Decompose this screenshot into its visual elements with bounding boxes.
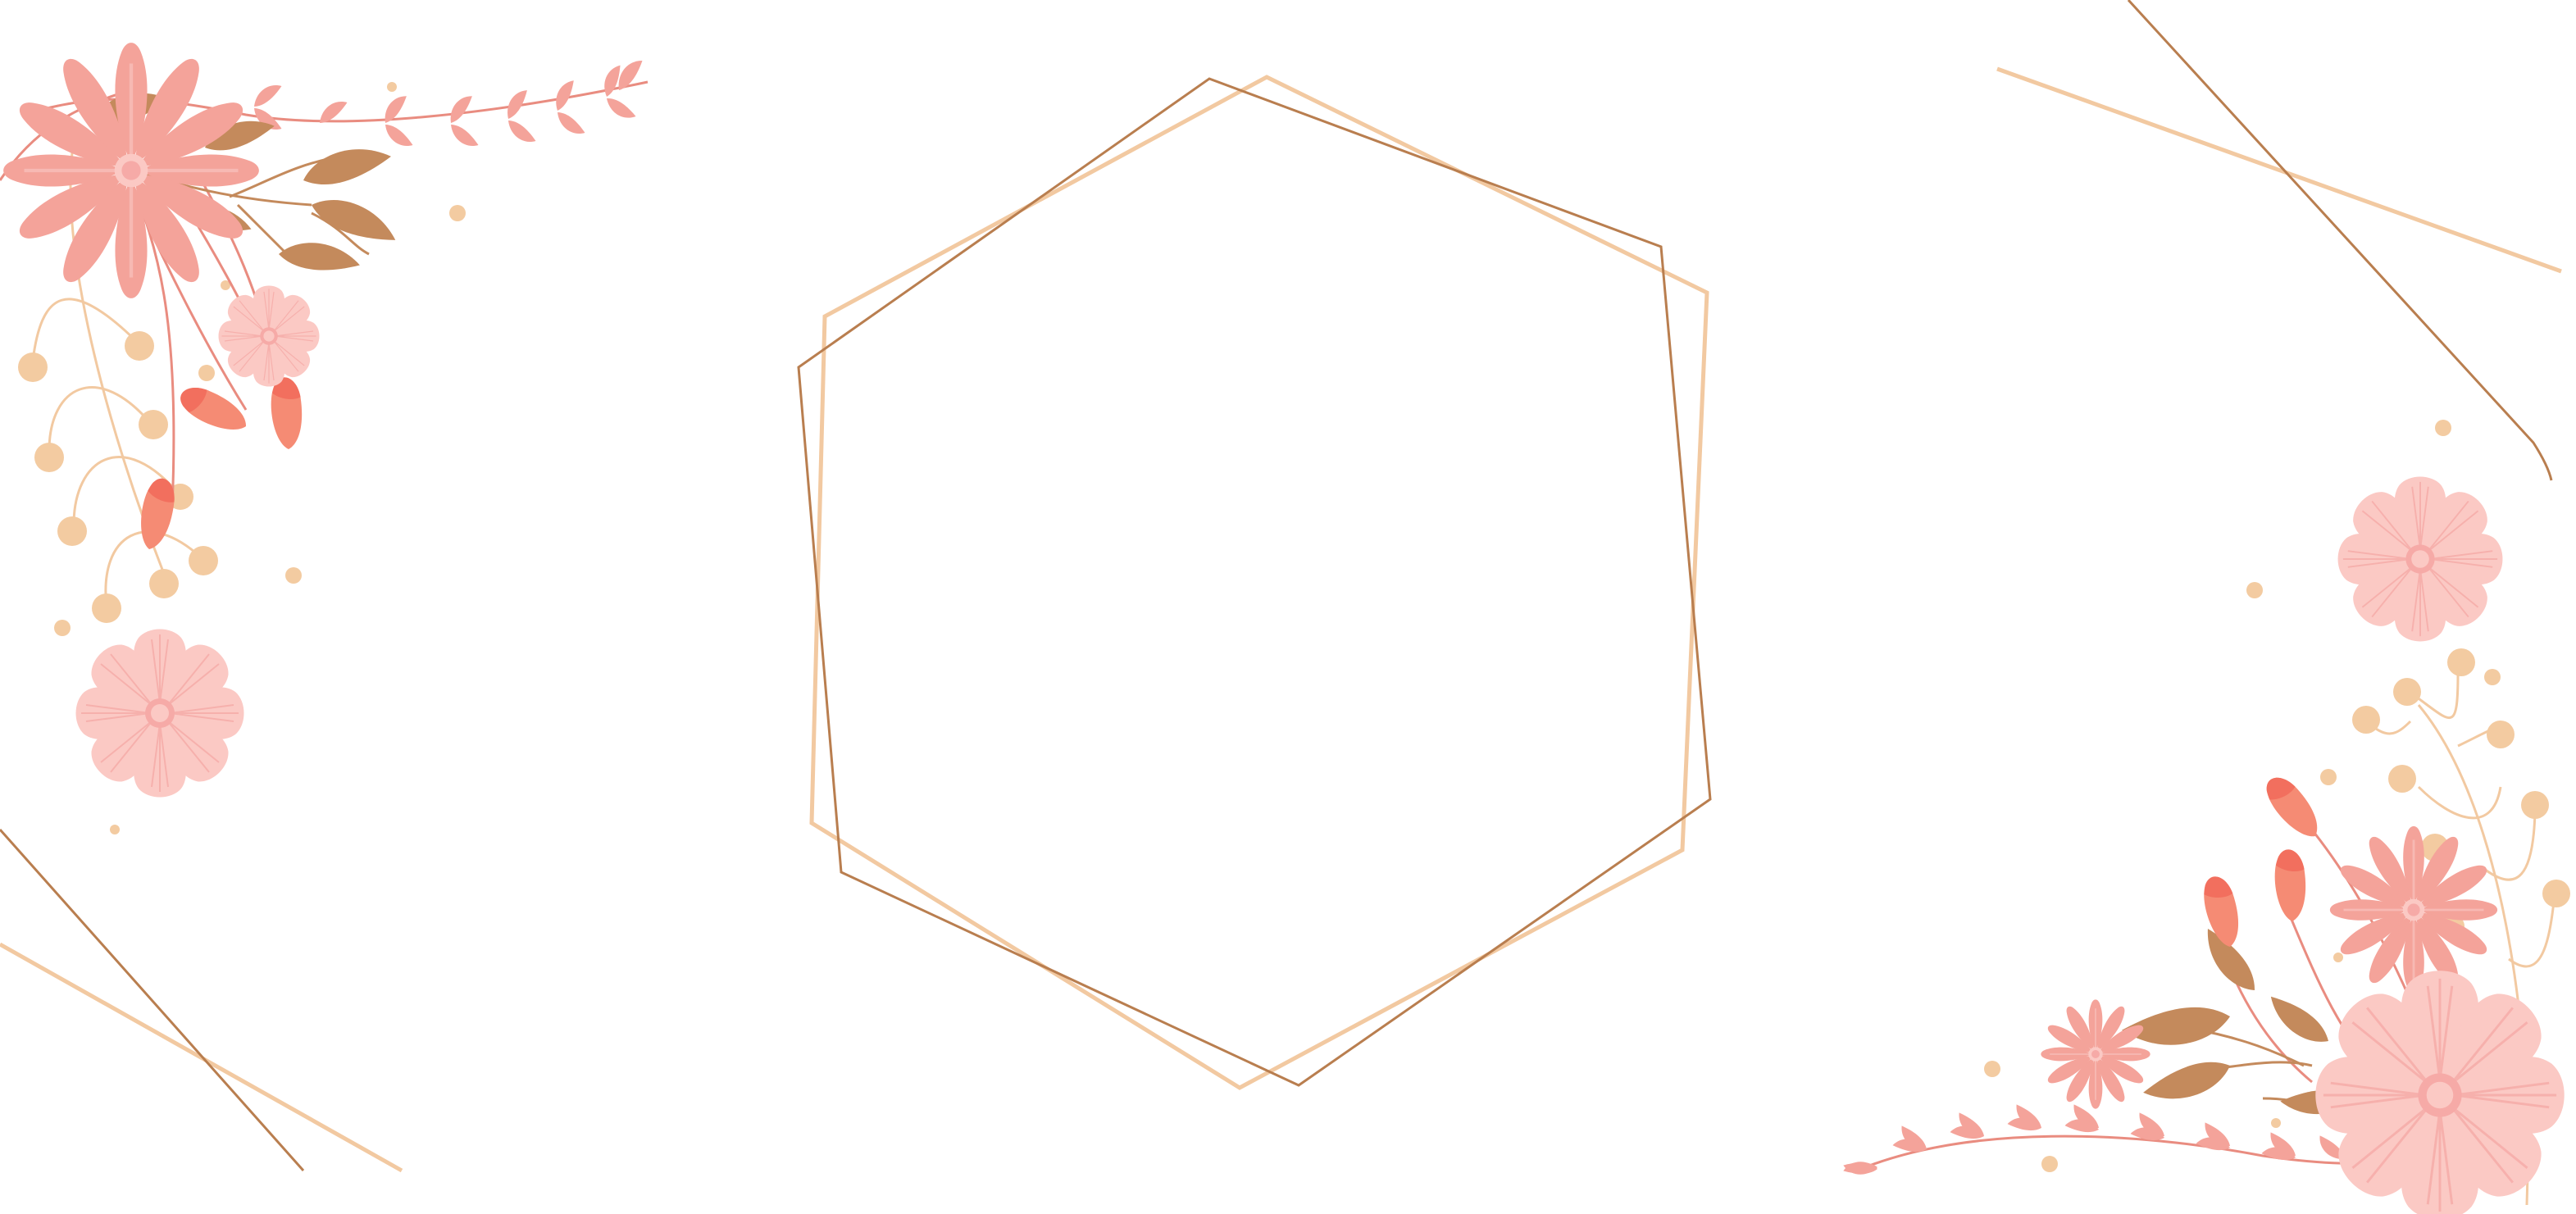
hexagon-frame [797, 75, 1712, 1090]
corner-lines-bottom-left [0, 829, 403, 1173]
floral-cluster-top-left [0, 43, 649, 834]
floral-cluster-bottom-right [1841, 420, 2570, 1214]
hexagon-outline-dark [797, 77, 1712, 1087]
hexagon-outline-light [809, 75, 1709, 1090]
corner-lines-top-right [1996, 0, 2562, 481]
